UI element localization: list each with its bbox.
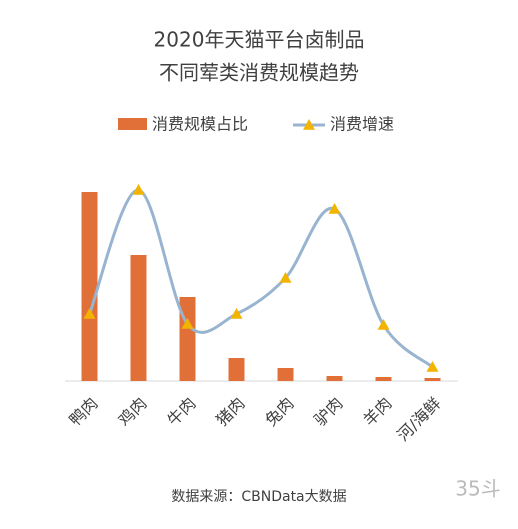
- x-tick-label: 鸡肉: [114, 394, 150, 430]
- marker: [279, 272, 292, 283]
- bar: [228, 358, 245, 381]
- marker: [132, 184, 145, 195]
- chart-title: 2020年天猫平台卤制品: [154, 28, 365, 52]
- marker: [181, 318, 194, 329]
- bar: [277, 368, 294, 381]
- legend-swatch: [118, 118, 147, 130]
- bar: [326, 376, 343, 381]
- bar: [375, 377, 392, 381]
- x-tick-label: 猪肉: [212, 394, 248, 430]
- bar: [130, 255, 147, 381]
- marker: [83, 308, 96, 319]
- marker: [426, 361, 439, 372]
- bar: [81, 192, 98, 381]
- x-tick-label: 河/海鲜: [393, 394, 444, 445]
- x-tick-label: 羊肉: [359, 394, 395, 430]
- chart-title: 不同荤类消费规模趋势: [159, 61, 359, 85]
- logo: 35斗: [455, 477, 500, 501]
- marker: [328, 203, 341, 214]
- source: 数据来源：CBNData大数据: [171, 489, 346, 505]
- x-tick-label: 兔肉: [261, 394, 297, 430]
- x-tick-label: 牛肉: [163, 394, 199, 430]
- legend-marker: [303, 119, 315, 130]
- x-tick-label: 驴肉: [310, 394, 346, 430]
- x-tick-label: 鸭肉: [65, 394, 101, 430]
- legend-label: 消费规模占比: [152, 115, 248, 134]
- bar: [424, 378, 441, 381]
- legend-label: 消费增速: [330, 115, 394, 134]
- marker: [230, 308, 243, 319]
- marker: [377, 319, 390, 330]
